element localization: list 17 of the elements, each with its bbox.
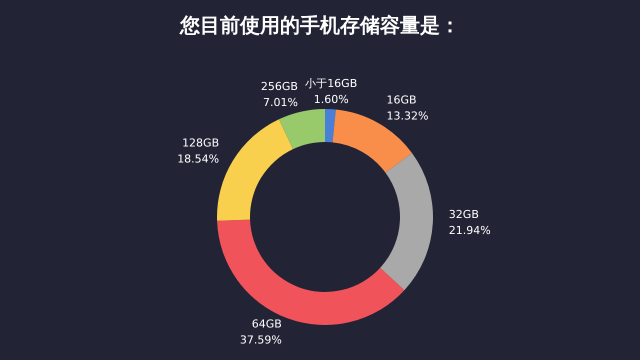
data-label: 37.59% bbox=[240, 333, 282, 346]
donut-slice bbox=[278, 109, 325, 150]
slice-label: 64GB bbox=[252, 317, 282, 330]
data-label: 7.01% bbox=[262, 96, 298, 109]
donut-slice bbox=[380, 153, 433, 290]
data-label: 18.54% bbox=[177, 152, 220, 166]
slice-label: 128GB bbox=[182, 136, 220, 150]
slice-label: 32GB bbox=[448, 208, 479, 221]
slice-label: 小于16GB bbox=[305, 77, 358, 90]
data-label: 13.32% bbox=[386, 109, 428, 122]
donut-slice bbox=[217, 119, 294, 221]
chart-title: 您目前使用的手机存储容量是： bbox=[178, 12, 461, 39]
slice-label: 256GB bbox=[260, 80, 298, 93]
data-label: 1.60% bbox=[314, 93, 349, 106]
donut-slice bbox=[325, 109, 336, 142]
slice-label: 16GB bbox=[386, 93, 417, 106]
data-label: 21.94% bbox=[448, 224, 491, 237]
